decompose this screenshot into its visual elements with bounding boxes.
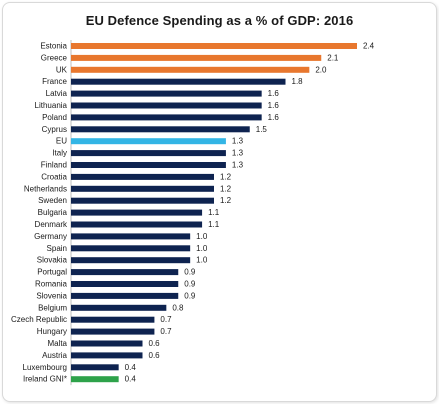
bar-greece [71,54,322,61]
category-label-sweden: Sweden [38,196,67,205]
value-label-latvia: 1.6 [268,89,280,98]
category-label-finland: Finland [41,161,67,170]
category-label-slovenia: Slovenia [36,291,67,300]
value-label-eu: 1.3 [232,137,244,146]
value-label-slovenia: 0.9 [184,291,196,300]
bar-chart: Estonia 2.4 Greece 2.1 UK 2.0 France 1.8 Latvia 1… [11,40,375,386]
bar-estonia [71,43,357,49]
bar-croatia [71,173,214,180]
category-label-belgium: Belgium [38,303,67,312]
value-label-ireland-gni: 0.4 [125,375,137,384]
value-label-portugal: 0.9 [184,268,196,277]
value-label-denmark: 1.1 [208,220,220,229]
value-label-greece: 2.1 [327,53,339,62]
value-label-finland: 1.3 [232,161,244,170]
value-label-bulgaria: 1.1 [208,208,220,217]
category-label-croatia: Croatia [41,172,67,181]
bar-italy [71,150,226,157]
category-label-france: France [42,77,67,86]
category-label-lithuania: Lithuania [35,101,68,110]
bar-austria [71,352,143,359]
bar-bulgaria [71,209,203,216]
value-label-slovakia: 1.0 [196,256,208,265]
value-label-poland: 1.6 [268,113,280,122]
bar-france [71,78,286,85]
bar-latvia [71,90,262,97]
value-label-estonia: 2.4 [363,42,375,51]
category-label-romania: Romania [35,280,68,289]
category-label-eu: EU [56,137,67,146]
value-label-belgium: 0.8 [172,303,184,312]
value-label-lithuania: 1.6 [268,101,280,110]
bar-portugal [71,269,179,276]
category-label-portugal: Portugal [37,268,67,277]
value-label-spain: 1.0 [196,244,208,253]
category-label-uk: UK [56,65,68,74]
value-label-malta: 0.6 [149,339,161,348]
bar-spain [71,245,191,252]
category-label-hungary: Hungary [37,327,67,336]
bar-sweden [71,197,214,204]
category-label-ireland-gni: Ireland GNI* [23,375,67,384]
bar-eu [71,138,226,145]
chart-title: EU Defence Spending as a % of GDP: 2016 [85,13,354,28]
category-label-spain: Spain [47,244,67,253]
bar-cyprus [71,126,250,133]
bar-slovenia [71,292,179,299]
value-label-italy: 1.3 [232,149,244,158]
value-label-france: 1.8 [292,77,304,86]
category-label-estonia: Estonia [40,42,67,51]
category-label-latvia: Latvia [46,89,68,98]
bar-uk [71,66,310,73]
value-label-czech-republic: 0.7 [160,315,172,324]
category-label-greece: Greece [41,53,68,62]
bar-poland [71,114,262,121]
value-label-austria: 0.6 [149,351,161,360]
value-label-germany: 1.0 [196,232,208,241]
category-label-denmark: Denmark [35,220,68,229]
bar-hungary [71,328,155,335]
value-label-sweden: 1.2 [220,196,232,205]
bar-luxembourg [71,364,119,371]
bar-czech-republic [71,316,155,323]
category-label-poland: Poland [42,113,67,122]
bar-malta [71,340,143,347]
value-label-croatia: 1.2 [220,172,232,181]
bar-lithuania [71,102,262,109]
category-label-austria: Austria [42,351,67,360]
bar-netherlands [71,185,214,192]
bar-finland [71,162,226,168]
category-label-luxembourg: Luxembourg [23,363,67,372]
value-label-uk: 2.0 [315,65,327,74]
bar-germany [71,233,191,240]
bar-ireland-gni [71,376,119,383]
value-label-luxembourg: 0.4 [125,363,137,372]
category-label-czech-republic: Czech Republic [11,315,67,324]
category-label-cyprus: Cyprus [42,125,67,134]
value-label-cyprus: 1.5 [256,125,268,134]
bar-denmark [71,221,203,228]
category-label-netherlands: Netherlands [24,184,67,193]
category-label-malta: Malta [47,339,67,348]
bar-romania [71,281,179,287]
value-label-romania: 0.9 [184,280,196,289]
category-label-germany: Germany [34,232,67,241]
value-label-netherlands: 1.2 [220,184,232,193]
bar-slovakia [71,257,191,264]
value-label-hungary: 0.7 [160,327,172,336]
category-label-italy: Italy [52,149,67,158]
category-label-bulgaria: Bulgaria [38,208,68,217]
bar-belgium [71,304,167,311]
bars-group: Estonia 2.4 Greece 2.1 UK 2.0 France 1.8 Latvia 1… [11,42,375,384]
category-label-slovakia: Slovakia [37,256,68,265]
